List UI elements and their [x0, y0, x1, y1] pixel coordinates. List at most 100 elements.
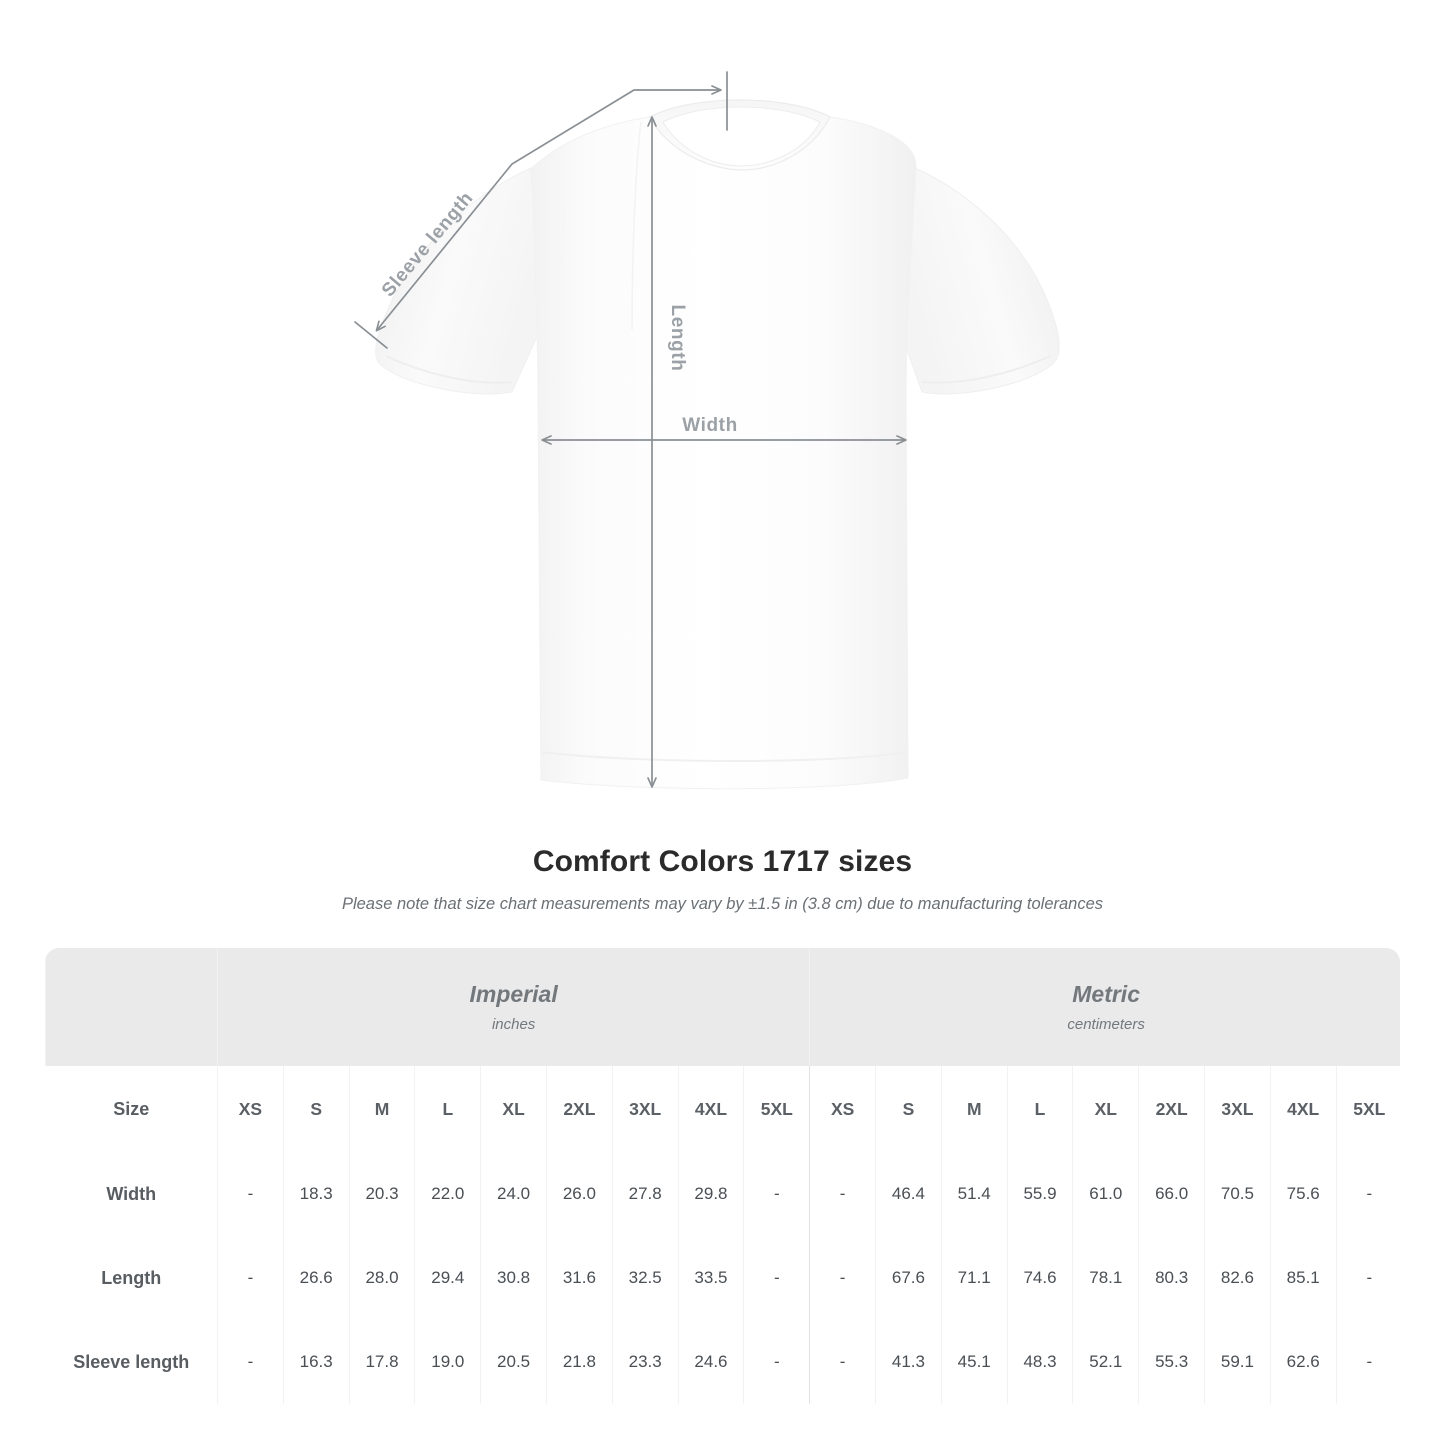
cell-value: 19.0 — [414, 1320, 481, 1404]
cell-value: - — [1335, 1320, 1400, 1404]
size-header-5xl-metric: 5XL — [1335, 1066, 1400, 1152]
cell-value: 45.1 — [940, 1320, 1008, 1404]
cell-value: - — [217, 1236, 284, 1320]
cell-value: - — [809, 1152, 876, 1236]
cell-value: 74.6 — [1006, 1236, 1073, 1320]
size-chart-table-container: Imperial inches Metric centimeters Size XS S M L… — [45, 948, 1400, 1404]
cell-value: - — [1335, 1152, 1400, 1236]
size-header-s-metric: S — [875, 1066, 942, 1152]
width-label: Width — [682, 415, 738, 436]
tshirt-measurement-diagram: Sleeve length Length Width — [354, 71, 1060, 790]
unit-name: Metric — [1072, 980, 1140, 1007]
cell-value: 33.5 — [677, 1236, 744, 1320]
unit-subtitle: inches — [491, 1016, 536, 1034]
row-label-sleeve-length: Sleeve length — [45, 1320, 218, 1404]
cell-value: 31.6 — [545, 1236, 613, 1320]
cell-value: 46.4 — [875, 1152, 942, 1236]
cell-value: 26.6 — [282, 1236, 350, 1320]
cell-value: - — [743, 1236, 810, 1320]
size-header-2xl-imperial: 2XL — [545, 1066, 613, 1152]
unit-name: Imperial — [469, 980, 558, 1007]
unit-header-imperial: Imperial inches — [216, 948, 810, 1066]
page-title: Comfort Colors 1717 sizes — [532, 845, 913, 878]
cell-value: 48.3 — [1006, 1320, 1073, 1404]
size-header-xl-metric: XL — [1072, 1066, 1139, 1152]
cell-value: - — [217, 1320, 284, 1404]
cell-value: 59.1 — [1204, 1320, 1271, 1404]
cell-value: - — [217, 1152, 284, 1236]
cell-value: 30.8 — [480, 1236, 547, 1320]
cell-value: 55.3 — [1138, 1320, 1205, 1404]
size-header-5xl-imperial: 5XL — [743, 1066, 810, 1152]
tshirt-illustration — [375, 99, 1060, 790]
cell-value: 29.8 — [677, 1152, 744, 1236]
tolerance-note: Please note that size chart measurements… — [341, 895, 1104, 913]
cell-value: 32.5 — [611, 1236, 679, 1320]
cell-value: 85.1 — [1269, 1236, 1337, 1320]
size-header-row: Size XS S M L XL 2XL 3XL 4XL 5XL XS S M L XL 2XL 3XL 4XL 5… — [45, 1066, 1400, 1152]
size-header-l-metric: L — [1006, 1066, 1073, 1152]
cell-value: 82.6 — [1204, 1236, 1271, 1320]
title-block: Comfort Colors 1717 sizes Please note th… — [0, 845, 1445, 914]
size-chart-table: Imperial inches Metric centimeters Size XS S M L… — [45, 948, 1400, 1404]
unit-subtitle: centimeters — [1067, 1016, 1145, 1034]
cell-value: 75.6 — [1269, 1152, 1337, 1236]
size-header-m-metric: M — [940, 1066, 1008, 1152]
size-header-4xl-imperial: 4XL — [677, 1066, 744, 1152]
cell-value: 28.0 — [348, 1236, 415, 1320]
size-column-header: Size — [45, 1066, 218, 1152]
size-header-l-imperial: L — [414, 1066, 481, 1152]
cell-value: - — [743, 1320, 810, 1404]
cell-value: 29.4 — [414, 1236, 481, 1320]
unit-header-row: Imperial inches Metric centimeters — [45, 948, 1400, 1066]
cell-value: 66.0 — [1138, 1152, 1205, 1236]
cell-value: 20.5 — [480, 1320, 547, 1404]
cell-value: - — [809, 1320, 876, 1404]
cell-value: 24.6 — [677, 1320, 744, 1404]
cell-value: 21.8 — [545, 1320, 613, 1404]
size-header-4xl-metric: 4XL — [1269, 1066, 1337, 1152]
cell-value: 61.0 — [1072, 1152, 1139, 1236]
cell-value: 52.1 — [1072, 1320, 1139, 1404]
cell-value: 22.0 — [414, 1152, 481, 1236]
measurement-annotations — [354, 71, 907, 788]
cell-value: 17.8 — [348, 1320, 415, 1404]
cell-value: 18.3 — [282, 1152, 350, 1236]
cell-value: - — [1335, 1236, 1400, 1320]
size-header-m-imperial: M — [348, 1066, 415, 1152]
cell-value: 80.3 — [1138, 1236, 1205, 1320]
table-row: Sleeve length -16.3 17.8 19.0 20.5 21.8 23.3 24… — [45, 1320, 1400, 1404]
cell-value: 27.8 — [611, 1152, 679, 1236]
cell-value: 55.9 — [1006, 1152, 1073, 1236]
cell-value: 24.0 — [480, 1152, 547, 1236]
size-header-xs-imperial: XS — [217, 1066, 284, 1152]
cell-value: 20.3 — [348, 1152, 415, 1236]
length-label: Length — [667, 305, 688, 372]
cell-value: 51.4 — [940, 1152, 1008, 1236]
cell-value: 78.1 — [1072, 1236, 1139, 1320]
table-row: Length -26.6 28.0 29.4 30.8 31.6 32.5 33.5- -67.… — [45, 1236, 1400, 1320]
size-header-3xl-imperial: 3XL — [611, 1066, 679, 1152]
size-header-3xl-metric: 3XL — [1204, 1066, 1271, 1152]
table-row: Width -18.3 20.3 22.0 24.0 26.0 27.8 29.8- -46.4… — [45, 1152, 1400, 1236]
size-header-2xl-metric: 2XL — [1138, 1066, 1205, 1152]
unit-header-metric: Metric centimeters — [809, 948, 1400, 1066]
cell-value: - — [743, 1152, 810, 1236]
cell-value: 70.5 — [1204, 1152, 1271, 1236]
size-header-xl-imperial: XL — [480, 1066, 547, 1152]
cell-value: 26.0 — [545, 1152, 613, 1236]
size-header-s-imperial: S — [282, 1066, 350, 1152]
unit-header-spacer — [45, 948, 218, 1066]
cell-value: 16.3 — [282, 1320, 350, 1404]
size-header-xs-metric: XS — [809, 1066, 876, 1152]
cell-value: 62.6 — [1269, 1320, 1337, 1404]
row-label-length: Length — [45, 1236, 218, 1320]
cell-value: - — [809, 1236, 876, 1320]
cell-value: 71.1 — [940, 1236, 1008, 1320]
cell-value: 41.3 — [875, 1320, 942, 1404]
cell-value: 67.6 — [875, 1236, 942, 1320]
sleeve-length-dimension — [354, 71, 728, 349]
row-label-width: Width — [45, 1152, 218, 1236]
cell-value: 23.3 — [611, 1320, 679, 1404]
